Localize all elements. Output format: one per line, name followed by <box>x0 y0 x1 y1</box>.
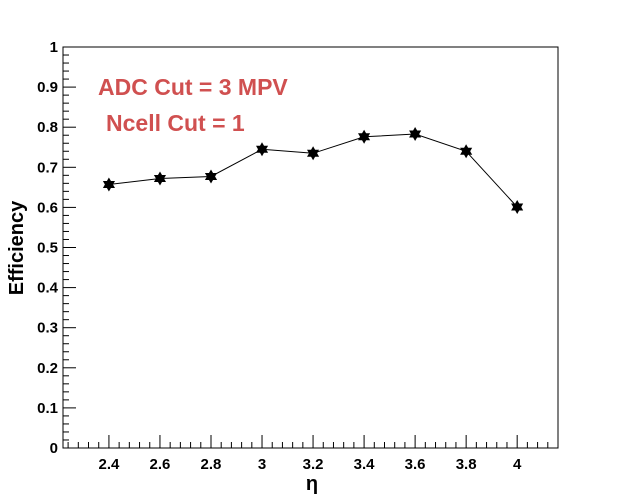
y-tick-label: 0.2 <box>37 360 58 377</box>
x-tick-label: 2.6 <box>150 456 171 473</box>
y-tick-label: 0.1 <box>37 400 58 417</box>
y-axis-title: Efficiency <box>6 200 28 295</box>
annotation-ncell-cut: Ncell Cut = 1 <box>106 110 245 136</box>
y-axis-ticks: 0 0.1 0.2 0.3 0.4 0.5 0.6 0.7 0.8 0.9 1 <box>37 39 76 457</box>
x-tick-label: 2.8 <box>201 456 222 473</box>
star-marker-part <box>204 173 218 184</box>
x-tick-label: 3.2 <box>303 456 324 473</box>
x-tick-label: 3.8 <box>456 456 477 473</box>
y-tick-label: 0.3 <box>37 320 58 337</box>
x-tick-label: 3.4 <box>354 456 376 473</box>
annotation-adc-cut: ADC Cut = 3 MPV <box>98 74 288 100</box>
x-tick-label: 4 <box>513 456 522 473</box>
x-axis-title: η <box>306 473 318 495</box>
data-point-marker <box>358 129 371 144</box>
y-tick-label: 1 <box>50 39 58 56</box>
x-tick-label: 3 <box>258 456 266 473</box>
star-marker-part <box>409 130 422 141</box>
series-markers-group <box>102 127 524 214</box>
y-tick-label: 0 <box>50 440 58 457</box>
data-point-marker <box>256 142 269 157</box>
plot-frame <box>62 46 559 449</box>
star-marker-part <box>511 203 524 214</box>
y-tick-label: 0.8 <box>37 119 58 136</box>
star-marker-part <box>256 145 269 157</box>
data-point-marker <box>511 200 524 214</box>
y-tick-label: 0.7 <box>37 159 58 176</box>
x-tick-label: 3.6 <box>405 456 426 473</box>
star-marker-part <box>358 133 371 144</box>
star-marker-part <box>153 175 166 186</box>
data-point-marker <box>307 146 320 161</box>
x-axis-ticks: 2.4 2.6 2.8 3 3.2 3.4 3.6 3.8 4 <box>67 435 549 473</box>
star-marker-part <box>307 149 320 161</box>
data-point-marker <box>204 169 218 184</box>
star-marker-part <box>460 147 473 159</box>
y-tick-label: 0.6 <box>37 199 58 216</box>
data-point-marker <box>460 144 473 159</box>
y-tick-label: 0.9 <box>37 79 58 96</box>
series-line-group <box>108 133 518 208</box>
data-point-marker <box>153 171 166 186</box>
series-line <box>108 133 518 208</box>
x-tick-label: 2.4 <box>98 456 120 473</box>
data-point-marker <box>102 177 115 192</box>
star-marker-part <box>102 181 115 192</box>
y-tick-label: 0.4 <box>37 280 59 297</box>
data-point-marker <box>409 127 422 141</box>
y-tick-label: 0.5 <box>37 240 58 257</box>
